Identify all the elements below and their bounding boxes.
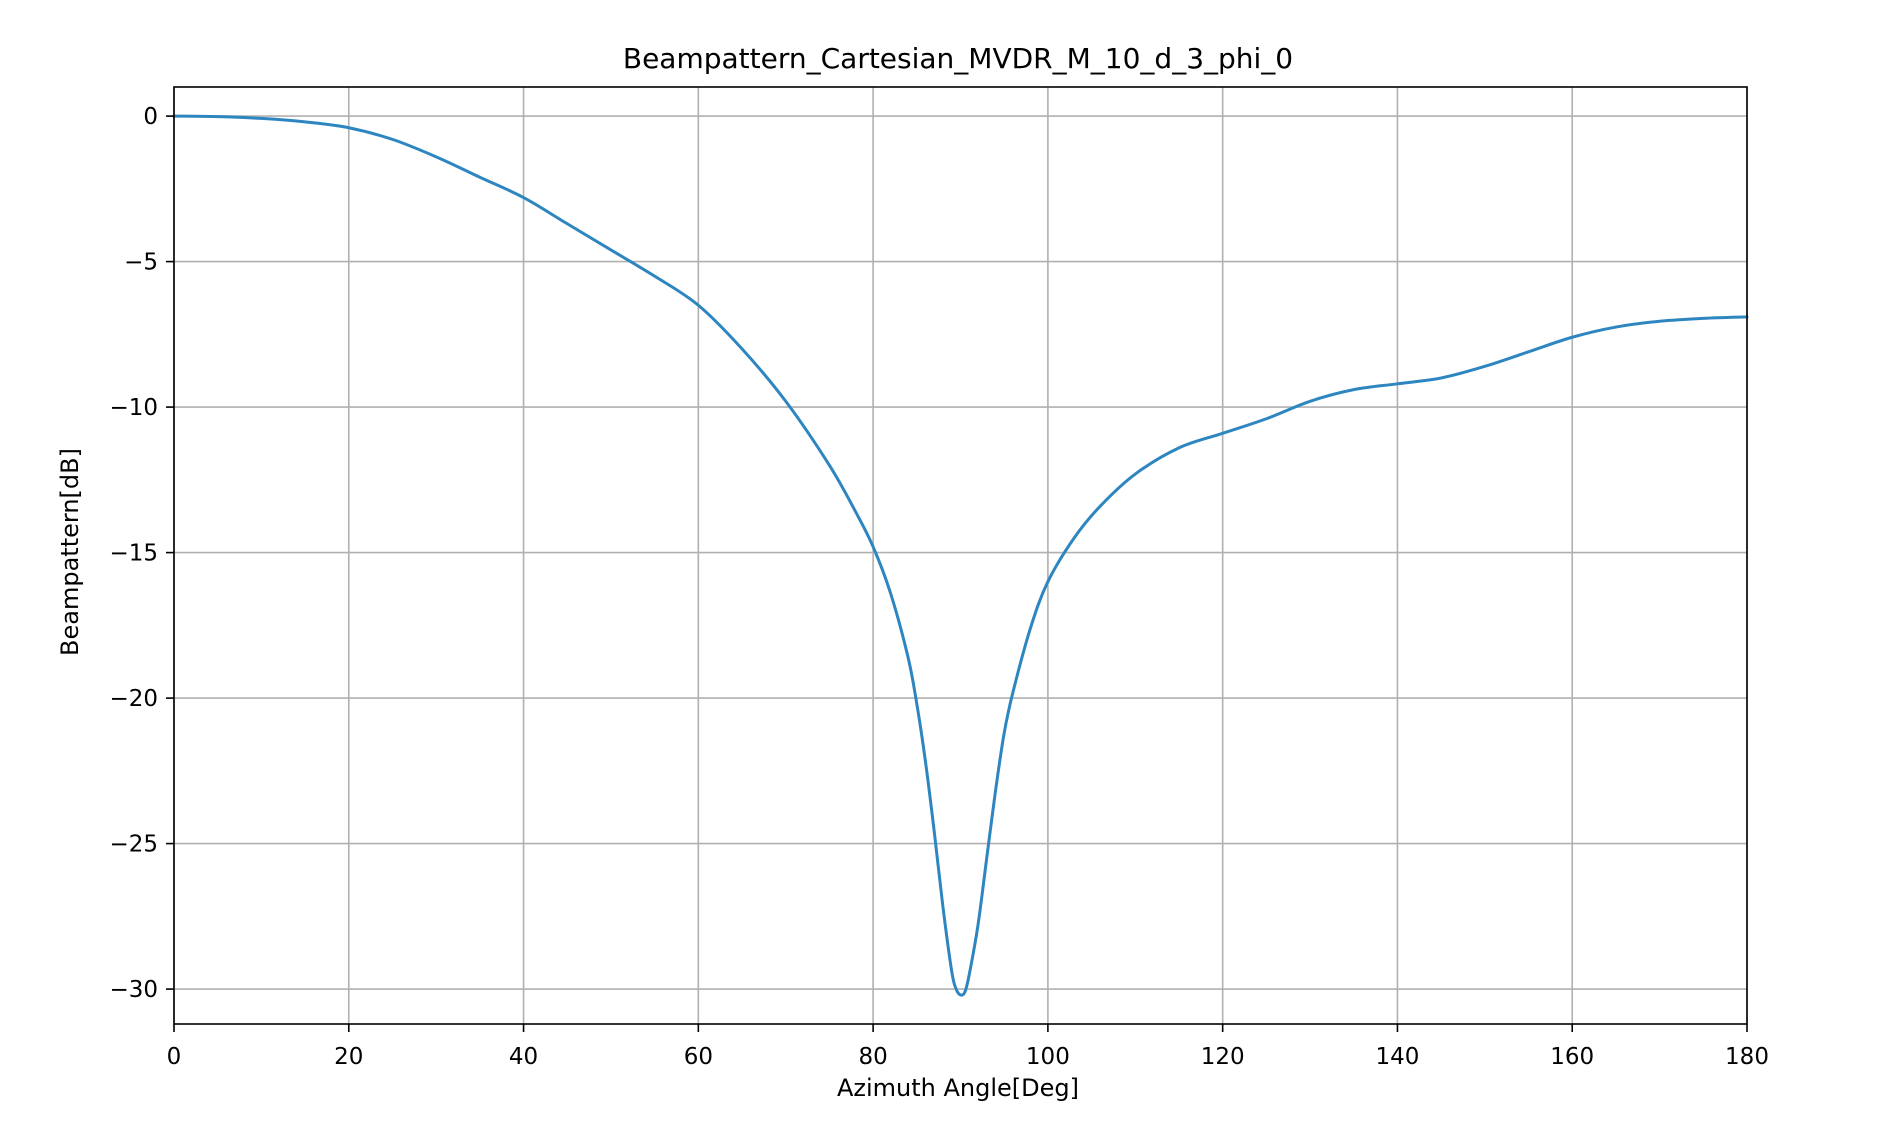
x-tick-label: 180 [1725,1044,1769,1070]
x-tick-label: 160 [1550,1044,1594,1070]
x-tick-label: 80 [858,1044,887,1070]
x-tick-label: 60 [684,1044,713,1070]
x-axis-ticks: 0 20 40 60 80 100 120 140 160 180 [167,1024,1769,1070]
x-tick-label: 100 [1026,1044,1070,1070]
x-tick-label: 20 [334,1044,363,1070]
x-tick-label: 120 [1201,1044,1245,1070]
y-tick-label: 0 [143,104,158,130]
x-tick-label: 0 [167,1044,182,1070]
x-axis-label: Azimuth Angle[Deg] [837,1074,1079,1102]
y-gridlines [174,115,1747,990]
plot-frame [173,86,1748,1025]
y-tick-label: −30 [109,977,158,1003]
x-tick-label: 40 [509,1044,538,1070]
y-axis-ticks: 0 −5 −10 −15 −20 −25 −30 [109,104,174,1003]
chart-title: Beampattern_Cartesian_MVDR_M_10_d_3_phi_… [623,42,1293,75]
y-tick-label: −5 [124,250,158,276]
x-tick-label: 140 [1375,1044,1419,1070]
y-tick-label: −25 [109,832,158,858]
beampattern-line [172,114,1749,997]
y-tick-label: −20 [109,686,158,712]
y-tick-label: −10 [109,395,158,421]
y-axis-label: Beampattern[dB] [56,448,84,656]
series-layer [172,114,1749,997]
y-tick-label: −15 [109,541,158,567]
x-gridlines [173,87,1748,1024]
